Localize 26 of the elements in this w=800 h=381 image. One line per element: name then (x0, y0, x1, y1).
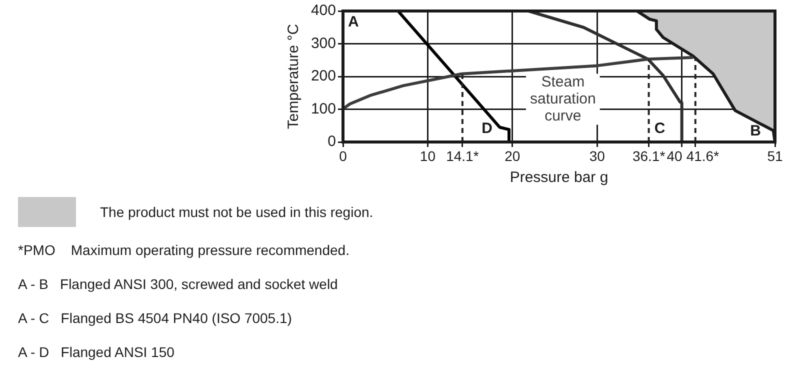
annotation: A (348, 14, 359, 31)
y-axis-title: Temperature °C (285, 24, 302, 130)
y-tick-label: 400 (310, 2, 336, 20)
y-tick-label: 100 (310, 100, 336, 118)
series-label: D (482, 120, 493, 138)
x-tick-label: 14.1* (446, 148, 480, 164)
text: A - B Flanged ANSI 300, screwed and socket weld (18, 276, 339, 294)
legend-label: The product must not be used in this region. (100, 204, 374, 220)
x-axis-title: Pressure bar g (510, 169, 608, 186)
x-tick-label: 36.1* (632, 148, 666, 164)
series-label: Steam saturation curve (530, 73, 596, 124)
x-tick-label: 30 (589, 148, 606, 164)
x-tick-label: 41.6* (686, 148, 720, 164)
text: *PMO Maximum operating pressure recommended. (18, 242, 350, 260)
annotation: B (750, 122, 762, 140)
text: A - C Flanged BS 4504 PN40 (ISO 7005.1) (18, 310, 293, 328)
x-tick-label: 10 (420, 148, 436, 164)
x-tick-label: 0 (339, 148, 348, 164)
x-tick-label: 40 (666, 148, 683, 164)
x-tick-label: 51 (767, 148, 783, 164)
series-label: C (654, 120, 666, 138)
text: A - D Flanged ANSI 150 (18, 344, 176, 362)
y-tick-label: 300 (310, 34, 336, 52)
y-tick-label: 0 (328, 133, 336, 150)
y-tick-label: 200 (310, 68, 336, 85)
x-tick-label: 20 (504, 148, 520, 164)
